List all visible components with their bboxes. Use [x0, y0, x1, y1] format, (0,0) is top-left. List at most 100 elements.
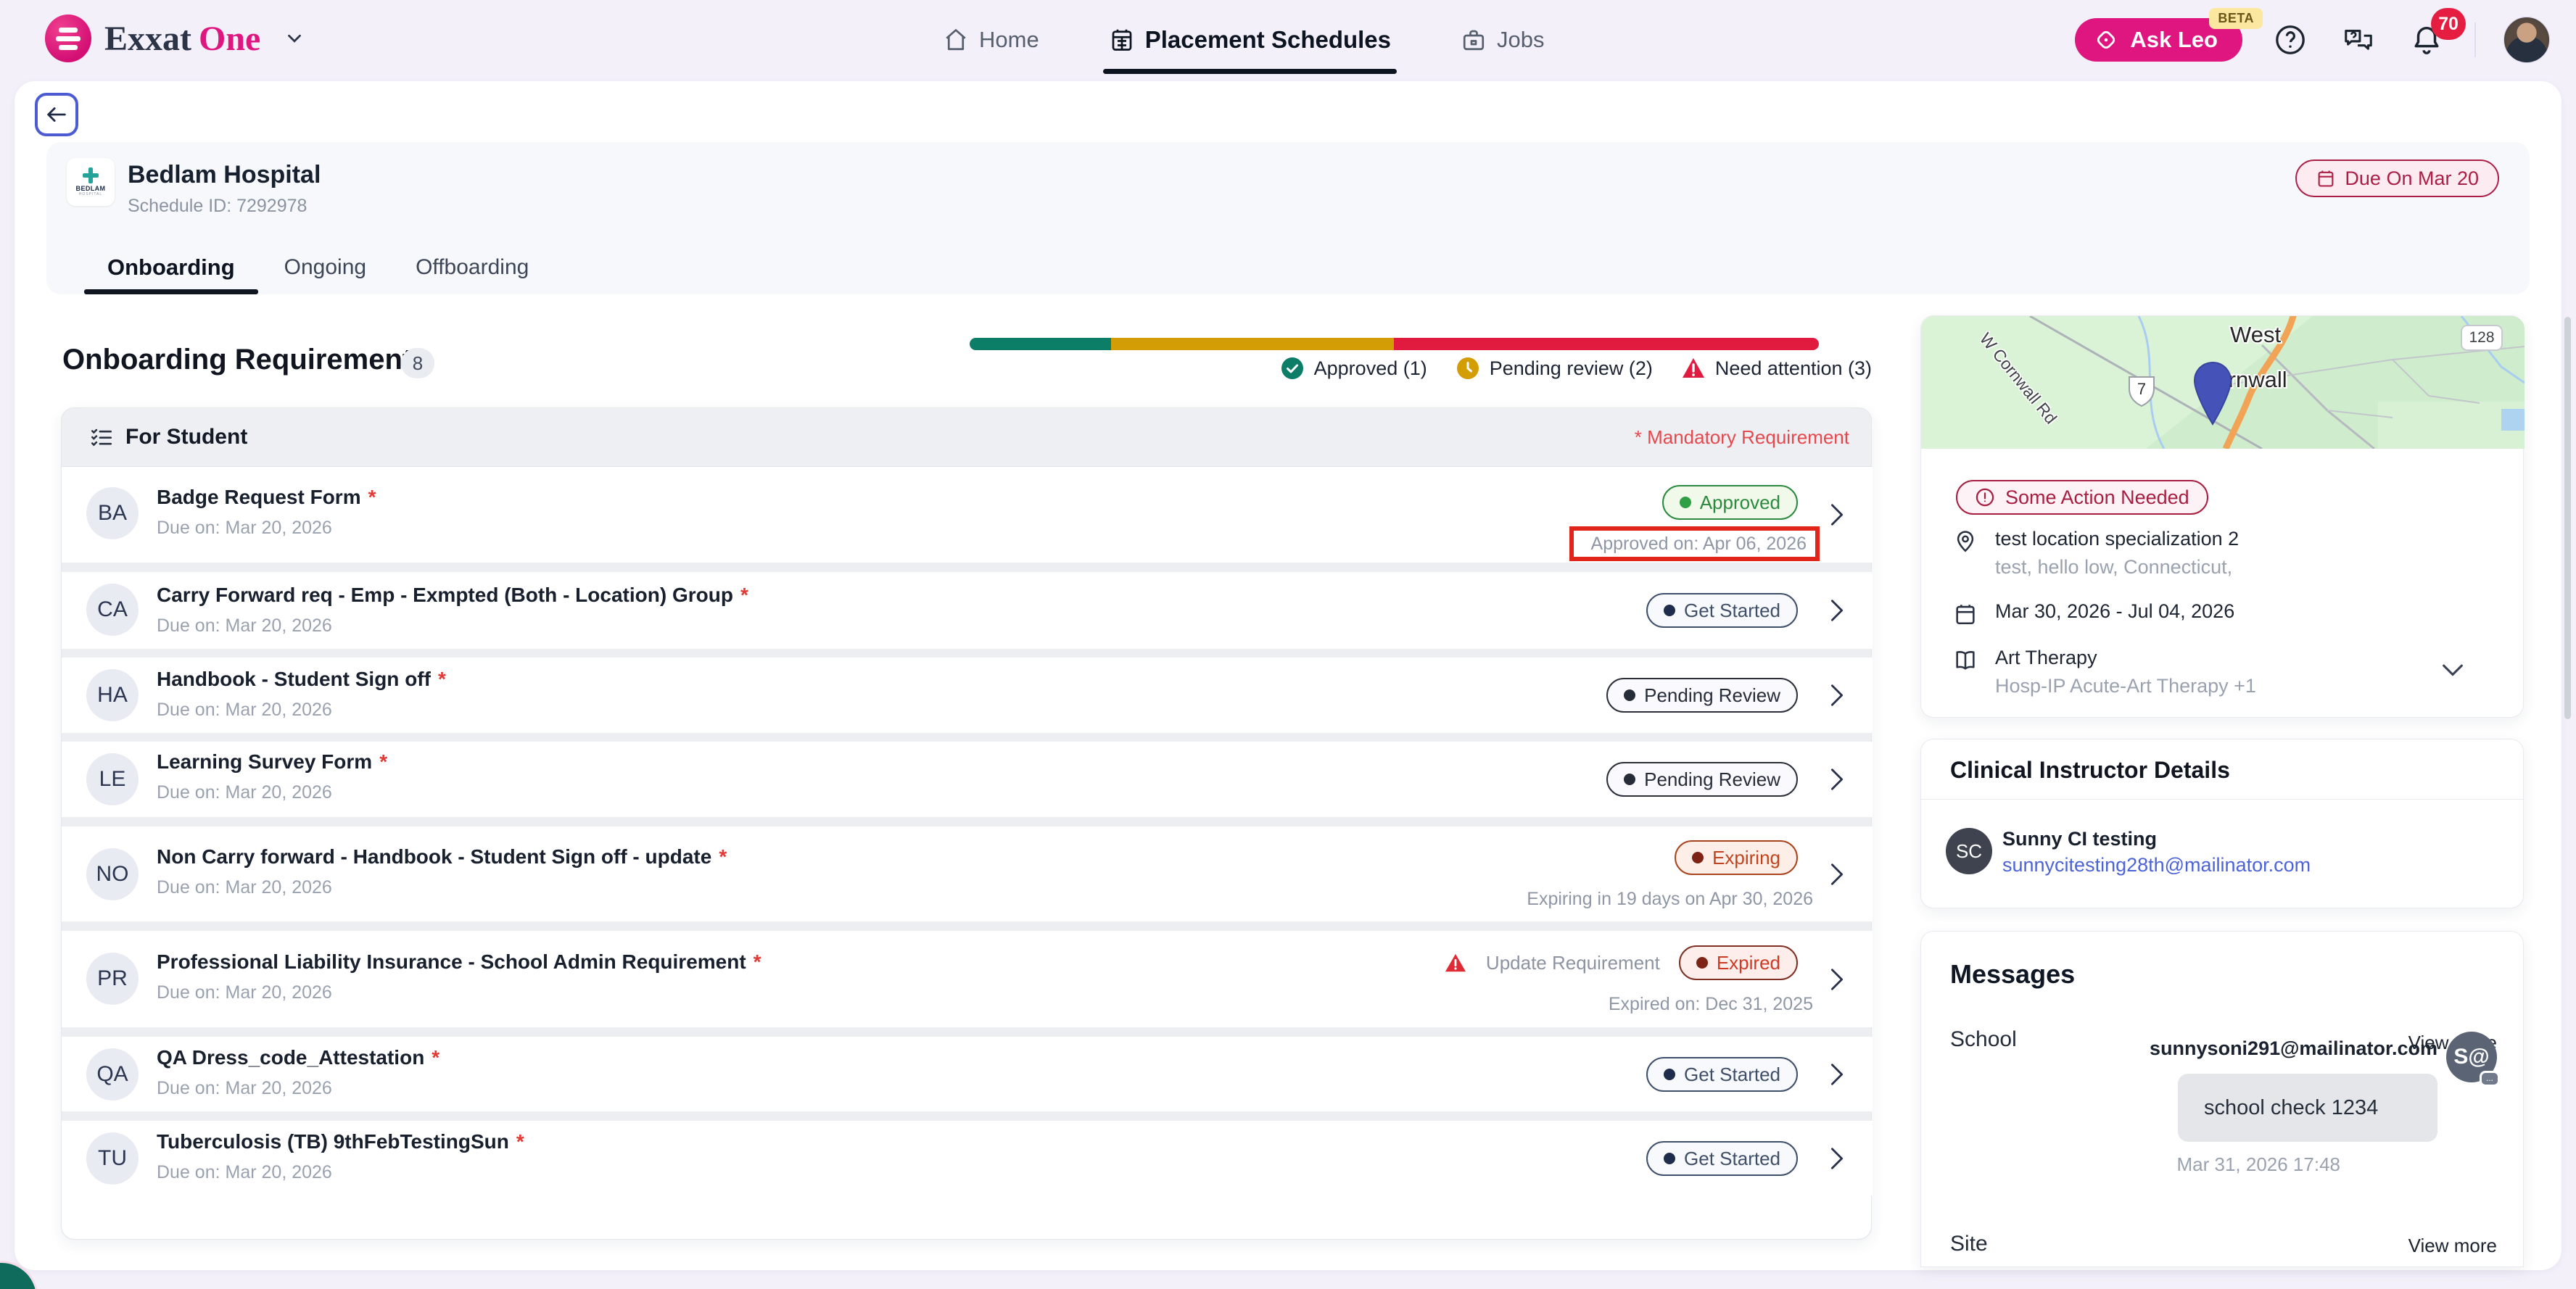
requirement-title: Professional Liability Insurance - Schoo…: [157, 950, 761, 973]
requirement-row[interactable]: LE Learning Survey Form * Due on: Mar 20,…: [62, 742, 1873, 817]
chat-question-icon: [2345, 30, 2372, 50]
chat-bubble-icon: ...: [2480, 1071, 2500, 1087]
calendar-icon: [1112, 29, 1132, 51]
program-detail: Hosp-IP Acute-Art Therapy +1: [1995, 675, 2256, 697]
expired-detail: Expired on: Dec 31, 2025: [1608, 994, 1813, 1014]
chevron-right-icon[interactable]: [1827, 499, 1847, 531]
mandatory-asterisk: *: [432, 1046, 440, 1069]
checklist-icon: [91, 428, 112, 447]
chevron-right-icon[interactable]: [1827, 1143, 1847, 1174]
action-badge-label: Some Action Needed: [2005, 486, 2189, 508]
requirement-initials-avatar: NO: [86, 848, 139, 900]
card-footer: [62, 1194, 1871, 1239]
some-action-needed-badge: Some Action Needed: [1956, 480, 2208, 515]
requirement-title: Learning Survey Form *: [157, 750, 388, 773]
section-title: Onboarding Requirements: [62, 344, 429, 376]
nav-item-jobs[interactable]: Jobs: [1461, 0, 1545, 80]
requirement-due-date: Due on: Mar 20, 2026: [157, 1162, 332, 1182]
chevron-down-icon[interactable]: [284, 28, 305, 49]
notifications-button[interactable]: 70: [2406, 8, 2466, 60]
active-tab-underline: [1102, 69, 1398, 74]
status-legend: Approved (1) Pending review (2) Need att…: [1281, 357, 1872, 380]
status-badge-get-started[interactable]: Get Started: [1646, 1057, 1798, 1092]
brand-logo[interactable]: Exxat One: [45, 14, 305, 62]
mandatory-asterisk: *: [740, 584, 748, 606]
site-view-more-link[interactable]: View more: [2408, 1235, 2497, 1256]
requirement-row[interactable]: BA Badge Request Form * Due on: Mar 20, 2…: [62, 467, 1873, 563]
back-button[interactable]: [35, 93, 78, 136]
message-sender-email: sunnysoni291@mailinator.com: [2150, 1037, 2437, 1059]
chevron-down-icon[interactable]: [2440, 663, 2465, 679]
schedule-banner: BEDLAM HOSPITAL Bedlam Hospital Schedule…: [46, 142, 2530, 294]
location-name: test location specialization 2: [1995, 528, 2239, 550]
due-date-label: Due On Mar 20: [2345, 167, 2479, 189]
mandatory-asterisk: *: [753, 950, 761, 973]
chevron-right-icon[interactable]: [1827, 763, 1847, 795]
status-dot: [1692, 852, 1704, 863]
route-shield-icon: 7: [2129, 376, 2155, 407]
chevron-right-icon[interactable]: [1827, 1058, 1847, 1090]
update-requirement-label: Update Requirement: [1485, 951, 1660, 974]
status-progress-bar: [970, 338, 1819, 350]
divider: [1921, 799, 2523, 800]
requirement-row[interactable]: HA Handbook - Student Sign off * Due on: …: [62, 658, 1873, 733]
user-avatar[interactable]: [2503, 17, 2550, 63]
progress-segment-need-attention: [1394, 338, 1819, 350]
chevron-right-icon[interactable]: [1827, 963, 1847, 995]
requirement-due-date: Due on: Mar 20, 2026: [157, 782, 332, 803]
scrollbar-thumb[interactable]: [2564, 317, 2571, 719]
requirement-initials-avatar: QA: [86, 1048, 139, 1101]
tab-ongoing[interactable]: Ongoing: [284, 255, 367, 279]
status-badge-pending-review: Pending Review: [1606, 762, 1798, 797]
requirement-initials-avatar: BA: [86, 487, 139, 539]
hospital-logo-subtext: HOSPITAL: [78, 192, 103, 196]
approved-on-date: Approved on: Apr 06, 2026: [1590, 533, 1807, 554]
instructor-email-link[interactable]: sunnycitesting28th@mailinator.com: [2002, 854, 2311, 876]
sender-avatar: S@...: [2446, 1032, 2500, 1087]
requirement-row[interactable]: PR Professional Liability Insurance - Sc…: [62, 931, 1873, 1027]
status-dot: [1624, 774, 1636, 785]
schedule-id: Schedule ID: 7292978: [128, 196, 307, 216]
tab-onboarding[interactable]: Onboarding: [84, 241, 258, 294]
warning-triangle-icon: [1682, 358, 1704, 378]
nav-label: Placement Schedules: [1144, 26, 1392, 53]
nav-item-placement-schedules[interactable]: Placement Schedules: [1102, 0, 1398, 80]
requirement-row[interactable]: NO Non Carry forward - Handbook - Studen…: [62, 826, 1873, 921]
mandatory-asterisk: *: [368, 486, 376, 508]
feedback-chat-button[interactable]: [2338, 20, 2379, 60]
chevron-right-icon[interactable]: [1827, 594, 1847, 626]
progress-segment-pending: [1111, 338, 1395, 350]
brand-name: Exxat One: [104, 19, 260, 59]
requirement-row[interactable]: QA QA Dress_code_Attestation * Due on: Ma…: [62, 1037, 1873, 1111]
nav-label: Jobs: [1497, 27, 1545, 52]
requirement-due-date: Due on: Mar 20, 2026: [157, 982, 332, 1003]
main-nav: Home Placement Schedules Jobs: [943, 0, 1545, 80]
status-badge-get-started[interactable]: Get Started: [1646, 593, 1798, 628]
nav-item-home[interactable]: Home: [943, 0, 1039, 80]
chevron-right-icon[interactable]: [1827, 679, 1847, 711]
check-circle-icon: [1281, 357, 1303, 379]
medical-cross-icon: [83, 167, 99, 183]
status-badge-expiring: Expiring: [1675, 840, 1798, 875]
expiring-detail: Expiring in 19 days on Apr 30, 2026: [1527, 889, 1813, 909]
status-dot: [1664, 1153, 1676, 1164]
location-map[interactable]: West Cornwall W Cornwall Rd 7 128: [1921, 316, 2525, 449]
status-badge-expired: Expired: [1678, 945, 1798, 980]
chevron-right-icon[interactable]: [1827, 858, 1847, 890]
tab-offboarding[interactable]: Offboarding: [416, 255, 529, 279]
requirement-title: Handbook - Student Sign off *: [157, 668, 446, 690]
arrow-left-icon: [47, 107, 66, 122]
requirement-due-date: Due on: Mar 20, 2026: [157, 616, 332, 636]
warning-triangle-icon: [1445, 953, 1466, 972]
ask-leo-button[interactable]: Ask Leo BETA: [2075, 8, 2263, 62]
question-circle-icon: [2276, 25, 2305, 54]
clinical-instructor-card: Clinical Instructor Details SC Sunny CI …: [1920, 739, 2524, 908]
map-graphics: [1921, 316, 2525, 449]
hospital-logo: BEDLAM HOSPITAL: [67, 158, 115, 206]
help-button[interactable]: [2270, 20, 2311, 60]
status-badge-get-started[interactable]: Get Started: [1646, 1141, 1798, 1176]
requirement-row[interactable]: CA Carry Forward req - Emp - Exmpted (Bo…: [62, 572, 1873, 649]
requirement-row[interactable]: TU Tuberculosis (TB) 9thFebTestingSun * D…: [62, 1121, 1873, 1195]
requirement-initials-avatar: TU: [86, 1132, 139, 1185]
school-section-label: School: [1950, 1027, 2017, 1051]
